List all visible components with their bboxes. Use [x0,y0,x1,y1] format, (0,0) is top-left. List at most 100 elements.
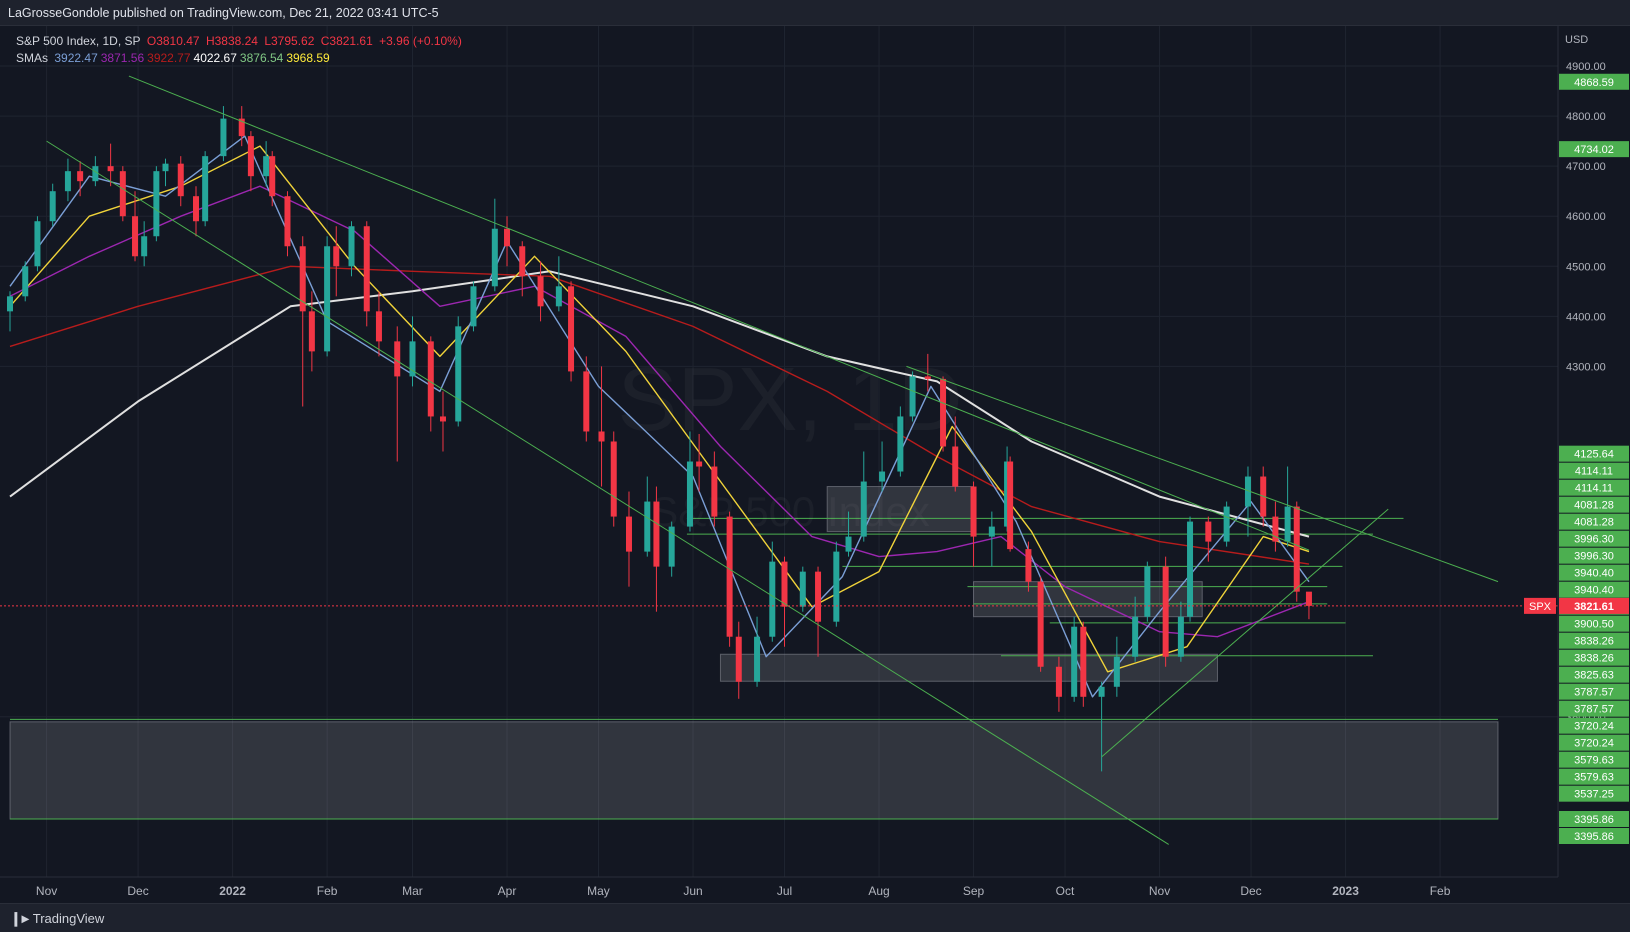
level-tag-label: 3940.40 [1574,585,1614,597]
level-price-tag: 4081.28 [1559,496,1629,513]
candle-body [555,286,562,307]
level-tag-label: 4114.11 [1575,466,1613,478]
candle-body [815,571,822,622]
candle [162,158,169,187]
candle-body [470,286,477,327]
legend-sma-value: 3922.77 [147,51,191,65]
price-axis[interactable]: USD 3600.004300.004400.004500.004600.004… [1557,26,1630,877]
price-chart[interactable]: SPX, 1D S&P 500 Index USD 3600.004300.00… [0,26,1630,903]
level-tag-bg [1559,496,1629,513]
candle [119,166,126,222]
candle-body [1037,581,1044,667]
symbol-tag-bg [1524,597,1556,614]
candle [799,566,806,612]
level-tag-bg [1559,547,1629,564]
footer-bar: ❙▸ TradingView [0,903,1630,932]
tradingview-logo[interactable]: ❙▸ TradingView [10,910,104,927]
currency-label: USD [1565,34,1588,46]
time-tick-label: May [587,884,610,898]
trendline[interactable] [906,365,1499,583]
candle [7,291,13,332]
candle [1113,636,1120,697]
candle [1071,616,1078,702]
candle [754,616,761,687]
trendline[interactable] [46,140,1169,845]
candle-body [711,466,718,517]
level-price-tag: 4125.64 [1559,445,1629,462]
time-tick-label: Jul [777,884,792,898]
candle-body [22,266,29,297]
candle-body [119,171,126,217]
time-tick-label: Mar [402,884,423,898]
candle [537,261,544,322]
candle-body [284,196,291,247]
candle [263,141,270,187]
trendline[interactable] [1101,508,1389,758]
candle-body [394,341,401,377]
level-tag-label: 3787.57 [1574,704,1614,716]
candle-body [238,118,245,137]
candle [909,371,916,422]
candle-body [202,156,209,222]
candle-body [107,166,114,172]
candle [897,406,904,477]
candle-body [860,481,867,537]
candle [1305,591,1312,620]
candle-body [439,416,446,422]
grid [0,26,1558,877]
candle-body [92,166,99,182]
candle [299,236,306,407]
candle [815,566,822,657]
level-tag-label: 3720.24 [1574,721,1614,733]
candle-body [220,118,227,157]
candle-body [1132,616,1139,657]
level-price-tag: 3720.24 [1559,717,1629,734]
candle-body [324,246,331,352]
legend-sma-value: 4022.67 [193,51,237,65]
candle [202,151,209,227]
trendlines[interactable] [46,75,1499,845]
level-price-tag: 3996.30 [1559,530,1629,547]
trendline[interactable] [128,75,1310,551]
time-axis[interactable]: Nov Dec 2022 Feb Mar Apr May Jun Jul Aug Sep Oct Nov… [0,876,1558,898]
candle [1037,576,1044,672]
candle-body [363,226,370,312]
legend-sma-value: 3968.59 [286,51,330,65]
candle [333,226,340,297]
time-tick-label: Apr [498,884,517,898]
candle [833,541,840,627]
candle-body [845,536,852,552]
level-tag-bg [1559,445,1629,462]
candle-body [1284,506,1291,542]
time-tick-label: 2023 [1332,884,1359,898]
candle-body [1272,516,1279,542]
level-price-tag: 3940.40 [1559,581,1629,598]
level-tag-label: 3900.50 [1574,619,1614,631]
candle [193,186,199,237]
candle-body [668,526,675,567]
level-price-tag: 3537.25 [1559,785,1629,802]
time-tick-label: Nov [36,884,57,898]
candle [409,316,416,387]
candle-body [1004,461,1011,527]
level-tag-bg [1559,768,1629,785]
level-tag-bg [1559,73,1629,90]
candle-body [799,571,806,607]
candle-body [568,286,575,372]
candle [610,431,617,527]
watermark-name: S&P 500 Index [650,488,929,535]
price-tick-label: 4400.00 [1566,311,1606,323]
level-tag-label: 3787.57 [1574,687,1614,699]
candle-body [375,311,382,342]
candle [668,521,675,577]
candle-body [897,416,904,472]
candle-body [924,376,931,379]
candle [686,431,693,532]
zone-box [826,486,975,533]
tradingview-brand: TradingView [32,911,105,926]
candle [324,236,331,357]
level-price-tag: 3395.86 [1559,828,1629,845]
candle-body [1293,506,1300,592]
candle-body [162,163,169,172]
level-tag-label: 3537.25 [1574,789,1614,801]
